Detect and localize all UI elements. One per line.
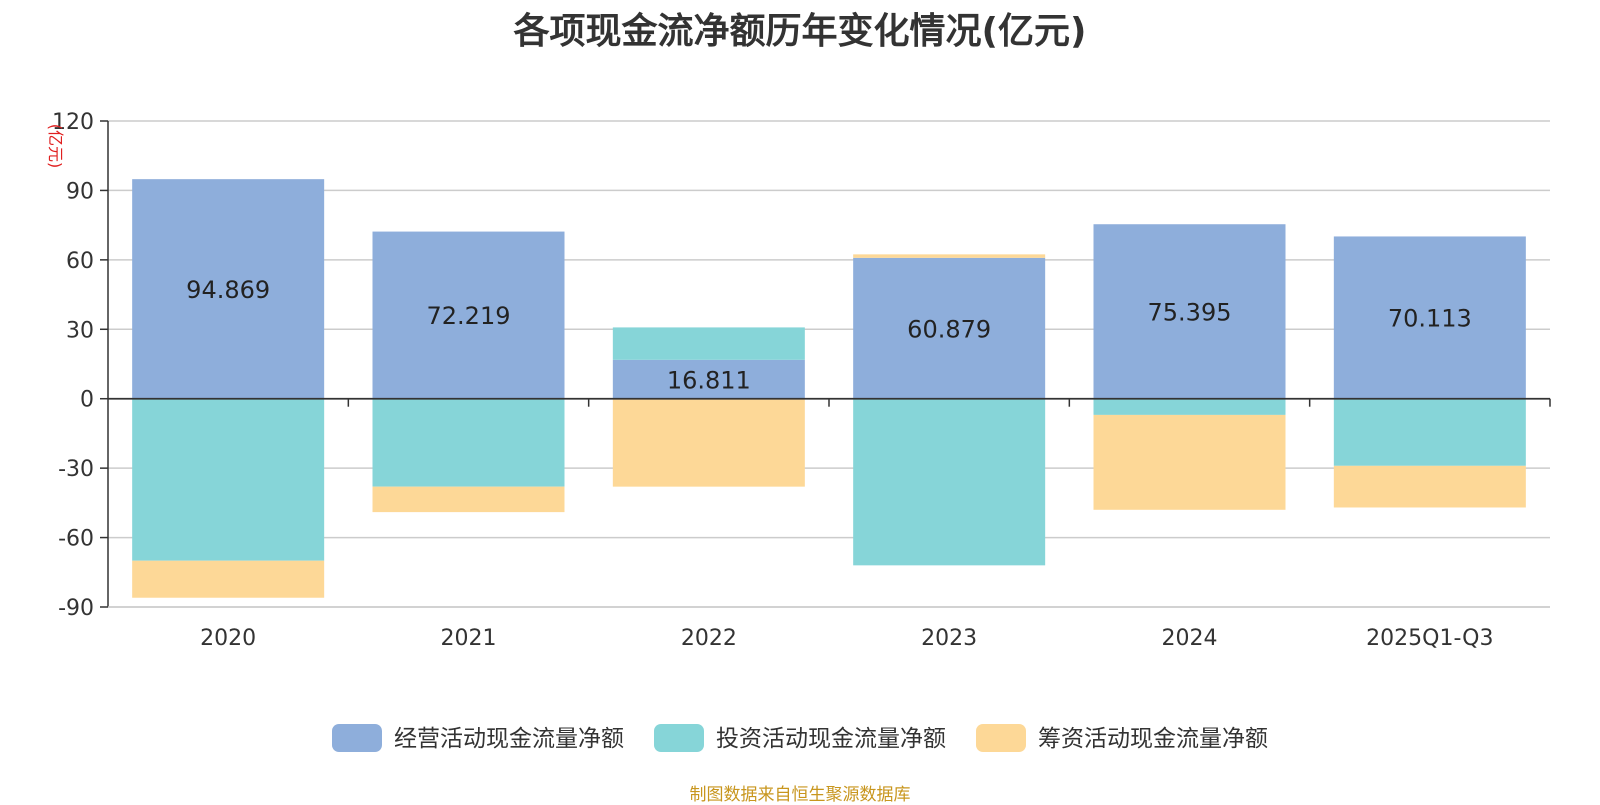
x-tick-label-0: 2020	[200, 626, 256, 651]
x-tick-label-4: 2024	[1162, 626, 1218, 651]
y-axis-unit-label: (亿元)	[46, 124, 65, 169]
source-note: 制图数据来自恒生聚源数据库	[689, 785, 911, 805]
bar-series0-1[interactable]	[372, 231, 565, 399]
x-tick-label-2: 2022	[681, 626, 737, 651]
axes: 120 90 60 30 0 -30 -60 -90 2020 2021 2022 2023 2024 2…	[52, 110, 1551, 651]
y-tick-label-4: 0	[80, 388, 94, 413]
chart-title: 各项现金流净额历年变化情况(亿元)	[513, 11, 1087, 52]
bar-series0-5[interactable]	[1333, 236, 1526, 399]
data-labels: 94.869 72.219 16.811 60.879 75.395 70.113	[186, 276, 1472, 394]
y-tick-label-0: 120	[52, 110, 94, 135]
y-tick-label-5: -30	[58, 457, 94, 482]
y-tick-label-1: 90	[66, 179, 94, 204]
y-tick-label-6: -60	[58, 527, 94, 552]
x-tick-label-5: 2025Q1-Q3	[1366, 626, 1493, 651]
bar-series1-4[interactable]	[1093, 398, 1286, 415]
legend-swatch-2[interactable]	[976, 724, 1026, 752]
bar-series2-0[interactable]	[132, 560, 325, 598]
y-tick-label-7: -90	[58, 596, 94, 621]
legend-label-2[interactable]: 筹资活动现金流量净额	[1038, 726, 1268, 752]
x-tick-label-3: 2023	[921, 626, 977, 651]
bar-series1-1[interactable]	[372, 398, 565, 487]
data-label-3: 60.879	[907, 315, 991, 343]
grid-lines	[108, 120, 1550, 608]
data-label-1: 72.219	[427, 302, 511, 330]
bar-series0-0[interactable]	[132, 179, 325, 399]
y-tick-label-2: 60	[66, 249, 94, 274]
bar-series0-2[interactable]	[612, 359, 805, 399]
legend-label-0[interactable]: 经营活动现金流量净额	[394, 726, 624, 752]
bar-series2-3[interactable]	[853, 254, 1046, 258]
x-tick-label-1: 2021	[441, 626, 497, 651]
legend-label-1[interactable]: 投资活动现金流量净额	[716, 726, 946, 752]
bar-series2-4[interactable]	[1093, 414, 1286, 510]
bar-series0-3[interactable]	[853, 257, 1046, 399]
data-label-0: 94.869	[186, 276, 270, 304]
bar-series2-1[interactable]	[372, 486, 565, 513]
bar-series1-3[interactable]	[853, 398, 1046, 566]
data-label-5: 70.113	[1388, 305, 1472, 333]
bar-series0-4[interactable]	[1093, 224, 1286, 399]
data-label-4: 75.395	[1148, 298, 1232, 326]
y-tick-label-3: 30	[66, 318, 94, 343]
legend[interactable]: 经营活动现金流量净额 投资活动现金流量净额 筹资活动现金流量净额	[332, 724, 1268, 752]
bar-series1-5[interactable]	[1333, 398, 1526, 466]
data-label-2: 16.811	[667, 366, 751, 394]
bar-series1-2[interactable]	[612, 327, 805, 360]
bar-series1-0[interactable]	[132, 398, 325, 561]
bars	[132, 179, 1526, 598]
bar-series2-2[interactable]	[612, 398, 805, 487]
legend-swatch-1[interactable]	[654, 724, 704, 752]
bar-series2-5[interactable]	[1333, 465, 1526, 508]
legend-swatch-0[interactable]	[332, 724, 382, 752]
